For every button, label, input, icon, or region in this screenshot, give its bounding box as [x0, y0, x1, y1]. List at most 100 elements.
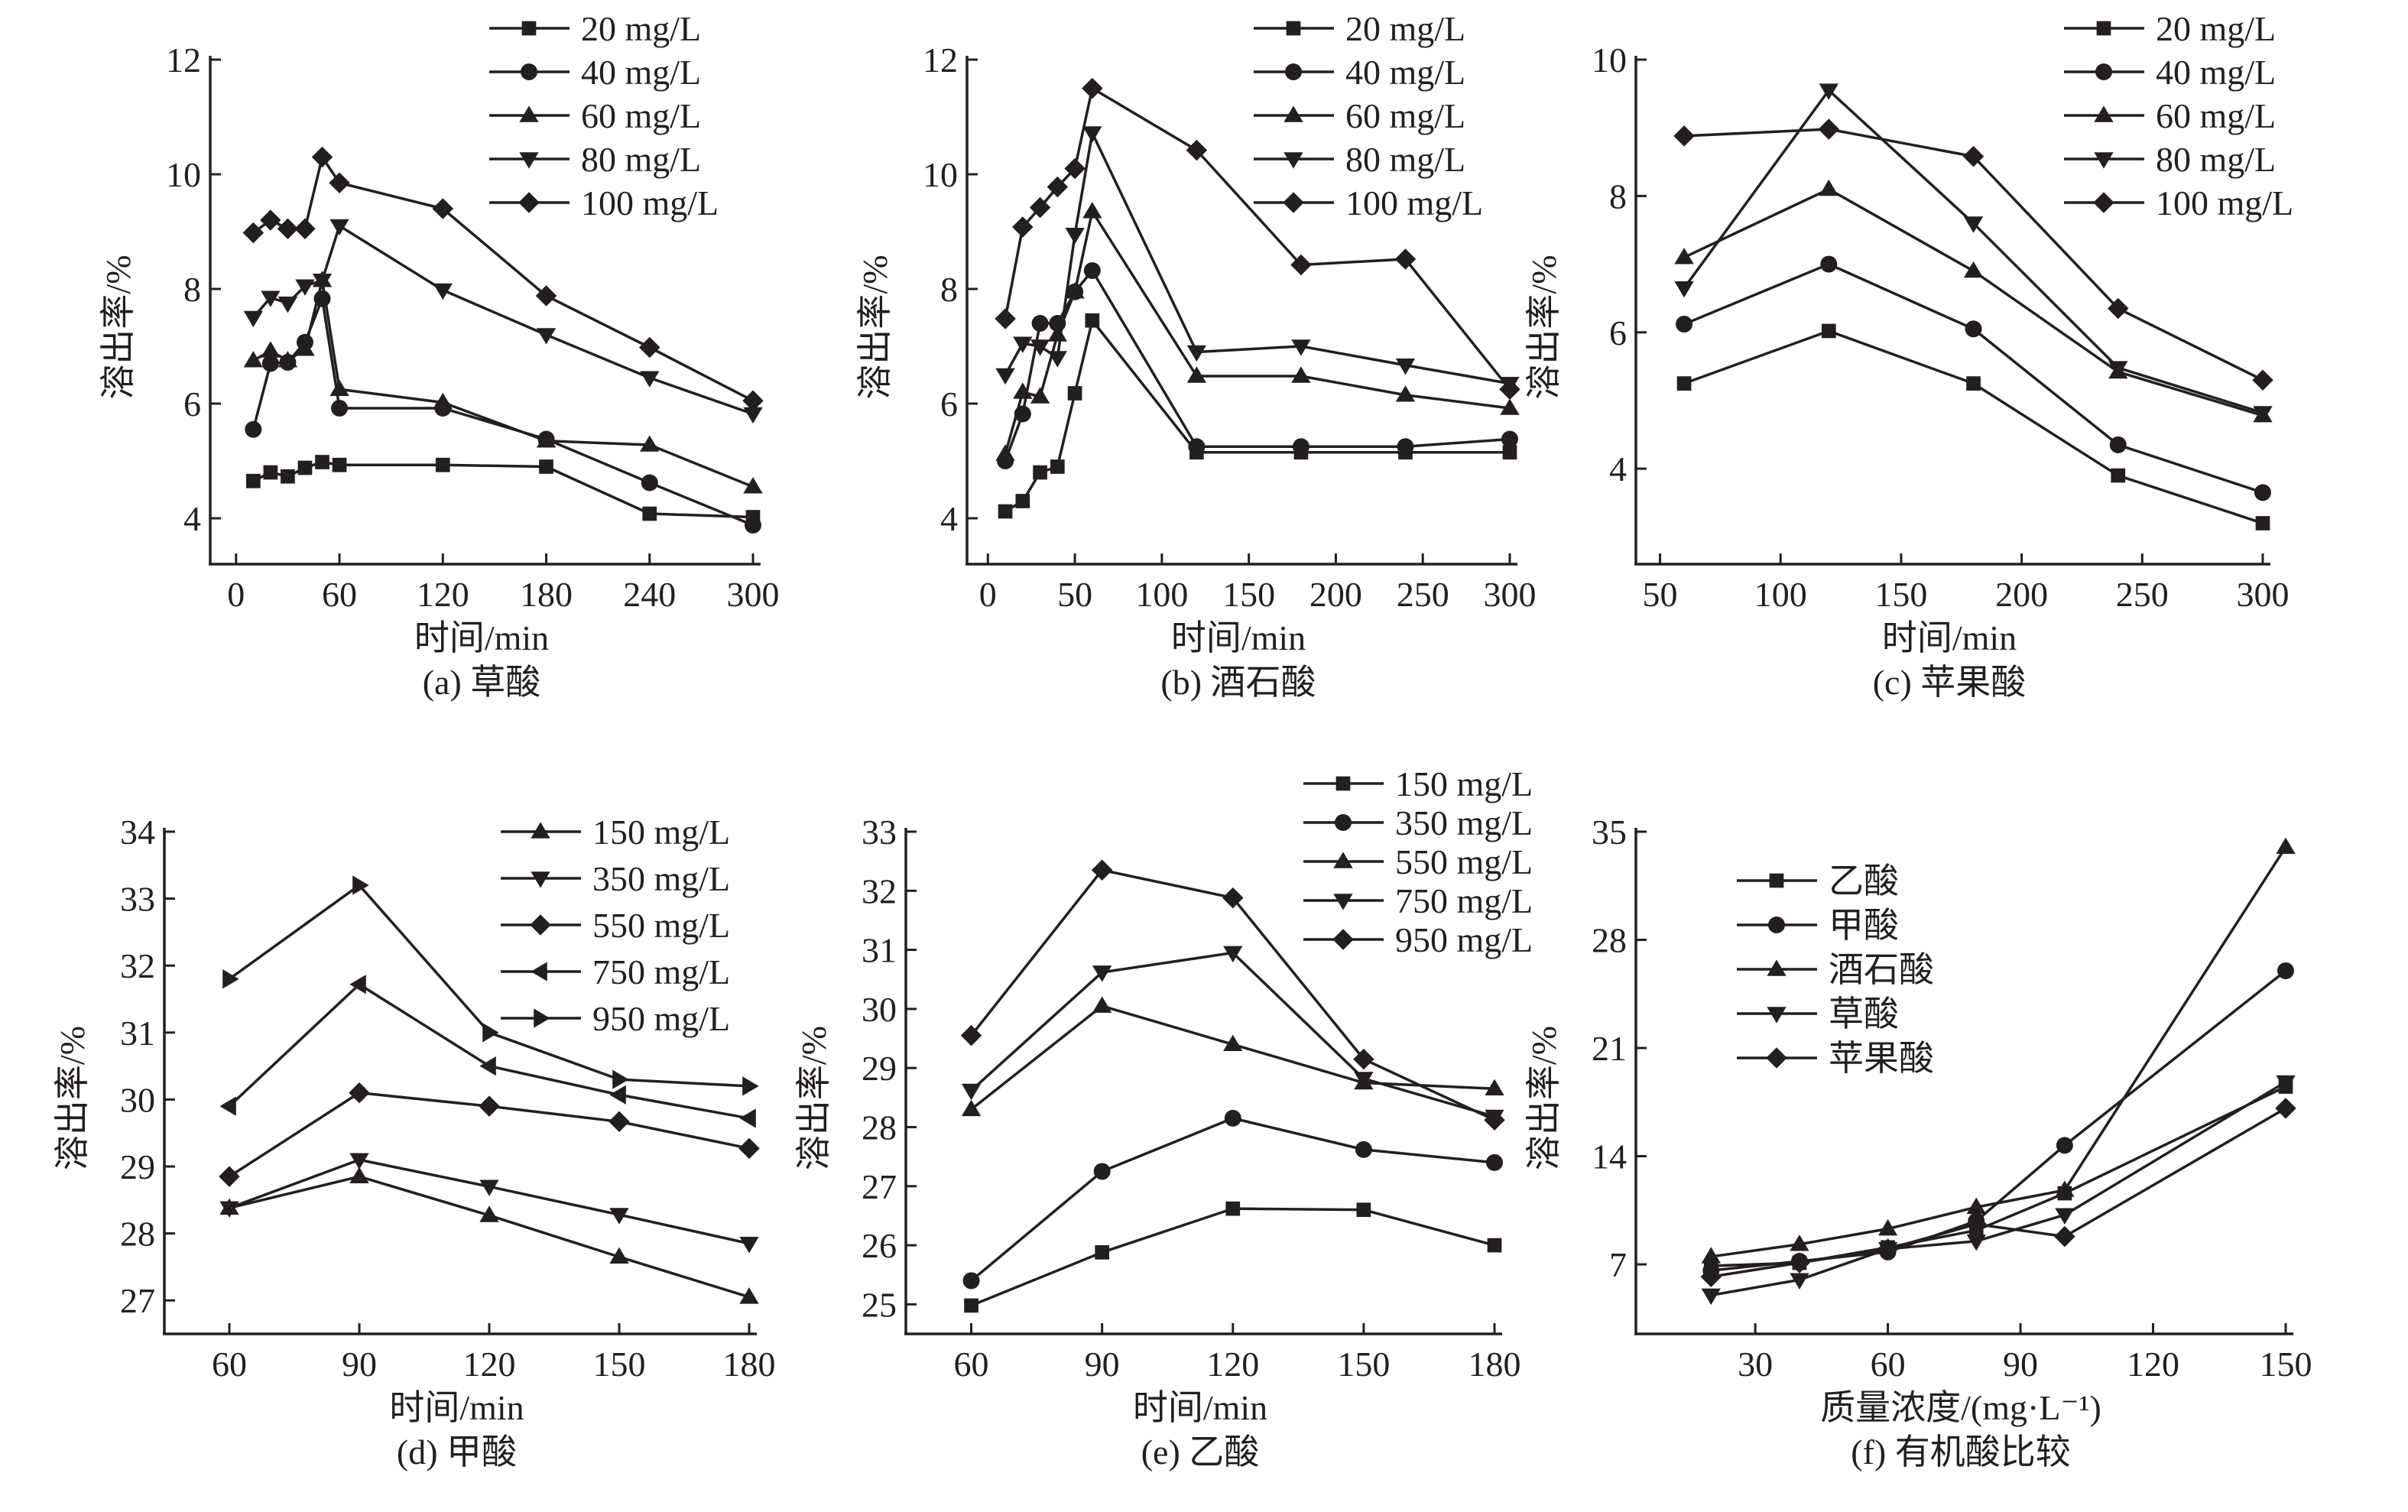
legend-marker: [1286, 21, 1301, 36]
data-point: [1966, 1197, 1986, 1215]
data-point: [1291, 339, 1311, 356]
data-point: [1355, 1140, 1372, 1158]
x-tick-label: 200: [1995, 575, 2048, 614]
data-point: [962, 1272, 980, 1290]
legend-marker: [1333, 894, 1353, 910]
data-point: [1966, 376, 1981, 391]
legend-label: 40 mg/L: [2156, 53, 2276, 92]
series-4: [243, 219, 763, 424]
y-tick-label: 26: [862, 1226, 897, 1265]
x-tick-label: 100: [1754, 575, 1807, 614]
x-tick-label: 250: [2116, 575, 2169, 614]
x-tick-label: 120: [463, 1345, 516, 1384]
x-tick-label: 50: [1643, 575, 1678, 614]
y-tick-label: 4: [940, 499, 958, 538]
y-tick-label: 32: [862, 871, 897, 910]
data-point: [1030, 387, 1050, 404]
legend-item: 草酸: [1737, 994, 1899, 1033]
legend-marker: [2094, 152, 2114, 169]
data-point: [1186, 345, 1207, 362]
data-point: [1030, 339, 1050, 356]
data-point: [1676, 376, 1692, 391]
y-tick-label: 6: [183, 384, 201, 423]
data-point: [433, 283, 453, 300]
x-axis-label: 质量浓度/(mg·L⁻¹): [1820, 1388, 2101, 1427]
series-2: [962, 1109, 1503, 1290]
series-4: [1701, 1075, 2296, 1306]
data-point: [961, 1099, 982, 1117]
x-axis-label: 时间/min: [414, 618, 549, 657]
y-tick-label: 27: [120, 1281, 155, 1320]
data-point: [1082, 77, 1103, 99]
y-tick-label: 10: [166, 155, 201, 194]
data-point: [329, 172, 350, 193]
panel-b: 4 6 8 10 12 0 50 100 150 200 250 300 时间/min (b) 酒石酸 溶出…: [855, 9, 1537, 702]
panel-caption: (a) 草酸: [423, 663, 541, 702]
panel-f: 7 14 21 28 35 30 60 90 120 150 质量浓度/(mg·L⁻¹) (f) 有机…: [1524, 813, 2312, 1471]
data-point: [1065, 282, 1085, 299]
data-point: [432, 198, 454, 219]
series-1: [998, 313, 1517, 519]
legend: 20 mg/L 40 mg/L 60 mg/L 80 mg/L 100 mg/L: [1254, 9, 1483, 222]
data-point: [2111, 468, 2126, 483]
data-point: [1877, 1238, 1899, 1260]
series-line: [1683, 329, 2264, 525]
legend-label: 950 mg/L: [592, 999, 730, 1038]
data-point: [1013, 336, 1033, 353]
data-point: [2055, 1180, 2075, 1197]
data-point: [1188, 438, 1206, 456]
series-line: [1004, 210, 1511, 455]
y-tick-label: 30: [862, 990, 897, 1029]
legend-item: 950 mg/L: [501, 999, 730, 1038]
series-5: [242, 146, 764, 411]
x-tick-label: 240: [623, 575, 676, 614]
y-axis-label: 溶出率/%: [99, 255, 138, 399]
x-tick-label: 90: [342, 1345, 377, 1384]
legend-marker: [2095, 63, 2112, 80]
data-point: [2108, 361, 2128, 378]
series-line: [1004, 319, 1510, 513]
series-4: [1674, 83, 2273, 423]
y-tick-label: 8: [183, 270, 201, 309]
y-tick-label: 21: [1592, 1029, 1627, 1068]
data-point: [261, 290, 281, 307]
data-point: [263, 465, 278, 480]
y-tick-label: 10: [923, 155, 958, 194]
legend-marker: [1332, 929, 1354, 950]
data-point: [479, 1179, 499, 1196]
data-point: [1820, 255, 1838, 273]
x-tick-label: 300: [727, 575, 780, 614]
legend-marker: [519, 105, 539, 122]
data-point: [277, 218, 299, 239]
data-point: [1065, 227, 1085, 245]
y-axis-label: 溶出率/%: [855, 255, 894, 399]
data-point: [609, 1085, 626, 1105]
legend-item: 100 mg/L: [2064, 183, 2293, 222]
legend-label: 草酸: [1829, 994, 1899, 1033]
panel-d: 27 28 29 30 31 32 33 34 60 90 120 150 180 时间/min (d) 甲…: [53, 813, 776, 1471]
legend-item: 20 mg/L: [489, 9, 701, 48]
legend-item: 40 mg/L: [489, 53, 701, 92]
data-point: [349, 1082, 370, 1104]
y-tick-label: 14: [1592, 1137, 1627, 1176]
series-line: [252, 279, 754, 488]
data-point: [1290, 254, 1312, 276]
data-point: [352, 875, 369, 895]
data-point: [245, 420, 262, 438]
data-point: [2254, 484, 2271, 501]
panel-caption: (d) 甲酸: [397, 1433, 517, 1471]
data-point: [536, 431, 557, 448]
data-point: [222, 969, 239, 989]
data-point: [1487, 1238, 1502, 1253]
y-tick-label: 12: [923, 41, 958, 79]
legend-label: 酒石酸: [1829, 950, 1934, 989]
data-point: [1965, 1213, 1987, 1235]
series-line: [1004, 86, 1511, 391]
data-point: [2108, 297, 2129, 320]
legend-item: 750 mg/L: [1303, 881, 1533, 920]
data-point: [219, 1201, 239, 1218]
x-tick-label: 150: [1874, 575, 1927, 614]
legend-item: 150 mg/L: [501, 813, 730, 852]
data-point: [1050, 459, 1065, 474]
legend-marker: [1769, 873, 1784, 888]
